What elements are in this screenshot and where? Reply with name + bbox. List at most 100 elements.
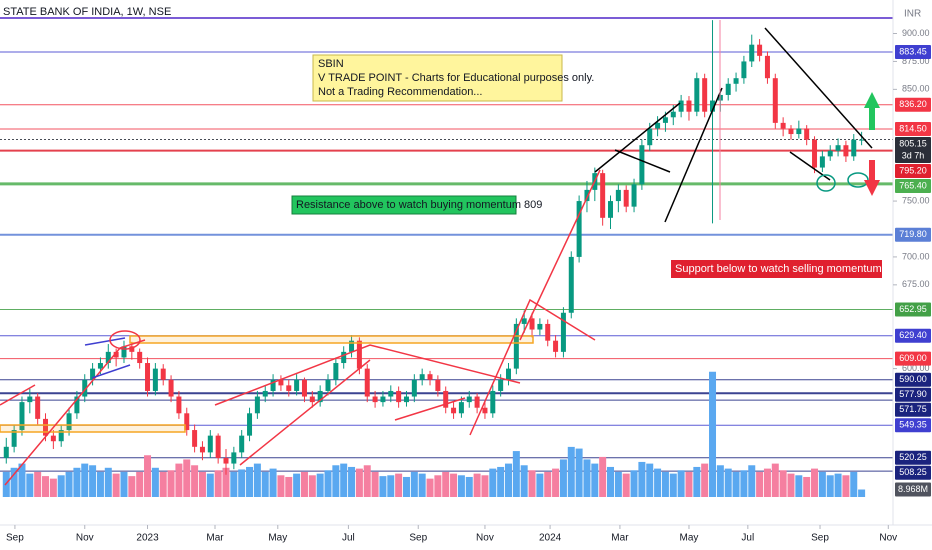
candle-body [396,390,402,403]
candle-body [168,379,174,397]
candle-body [443,390,449,408]
volume-bar [34,471,42,497]
candle-body [82,379,88,397]
level-label-box [895,227,931,242]
level-label: 520.25 [899,452,927,462]
candle-body [160,368,166,380]
candle-body [615,189,621,202]
candle-body [741,61,747,79]
candle-body [231,452,237,464]
candle-body [192,430,198,447]
candle-body [733,78,739,84]
note-text: Not a Trading Recommendation... [318,86,482,98]
volume-bar [685,471,693,497]
candle-body [223,457,229,464]
candle-body [3,446,9,458]
trend-line [614,149,671,173]
level-labels: 883.45 836.20 814.50 805.15 3d 7h 795.20 765.4… [895,44,931,497]
drawings [0,17,893,486]
level-label: 8.968M [898,484,928,494]
x-tick-label: Sep [409,533,427,544]
candle-body [859,139,865,141]
volume-bar [387,475,395,497]
candle-body [341,351,347,364]
level-label-box [895,402,931,417]
x-tick-label: Mar [206,533,224,544]
candle-body [819,156,825,168]
volume-bar [701,463,709,497]
candle-body [545,323,551,341]
volume-bar [128,476,136,497]
volume-bar [661,471,669,497]
candle-body [317,390,323,403]
volume-bar [614,471,622,497]
level-label: 577.90 [899,389,927,399]
note-box [312,54,563,102]
candle-body [294,379,300,391]
volume-bar [756,471,764,497]
volume-bar [81,463,89,497]
candle-body [796,128,802,135]
volume-bar [646,463,654,497]
candle-body [184,413,190,431]
volume-bar [795,475,803,497]
candle-body [553,340,559,352]
volume-bar [497,466,505,497]
volume-bar [26,473,34,497]
volume-bar [332,465,340,497]
level-label: 609.00 [899,353,927,363]
volume-bar [183,459,191,497]
candle-body [239,435,245,453]
volume-bar [285,476,293,497]
volume-bar [363,465,371,497]
volume-bar [583,459,591,497]
candle-body [513,323,519,369]
level-label-box [895,179,931,194]
trend-line [84,337,126,346]
volume-bar [512,451,520,497]
candle-body [380,396,386,403]
candle-body [482,407,488,414]
candle-body [286,385,292,391]
candle-body [278,379,284,386]
candle-body [309,396,315,403]
support-box [671,260,882,278]
volume-bar [253,463,261,497]
x-tick-label: Jul [342,533,355,544]
candle-body [19,402,25,431]
candle-body [427,374,433,380]
candle-body [788,128,794,135]
volume-bar [740,470,748,497]
candle-body [608,201,614,218]
candle-body [804,128,810,140]
candle-body [843,145,849,157]
volume-bar [191,465,199,497]
volume-bar [489,468,497,497]
volume-bar [277,475,285,497]
candle-body [678,100,684,112]
candle-body [498,379,504,391]
candle-body [388,390,394,397]
volume-bar [402,476,410,497]
volume-bar [567,446,575,497]
volume-bar [787,473,795,497]
axes: 900.00 875.00 850.00 750.00 700.00 675.00 600.… [6,28,930,544]
candle-body [11,430,17,447]
candle-body [364,368,370,397]
level-label: 652.95 [899,304,927,314]
candle-body [537,323,543,330]
x-tick-label: Nov [476,533,494,544]
volume-bar [300,471,308,497]
candle-body [97,363,103,369]
candle-body [835,145,841,151]
volume-bar [630,470,638,497]
trend-line [664,87,723,223]
candle-body [725,83,731,95]
level-label-box [895,328,931,343]
level-label: 590.00 [899,374,927,384]
candle-body [686,100,692,112]
candle-body [113,351,119,358]
x-tick-label: May [268,533,287,544]
volume-bar [528,470,536,497]
